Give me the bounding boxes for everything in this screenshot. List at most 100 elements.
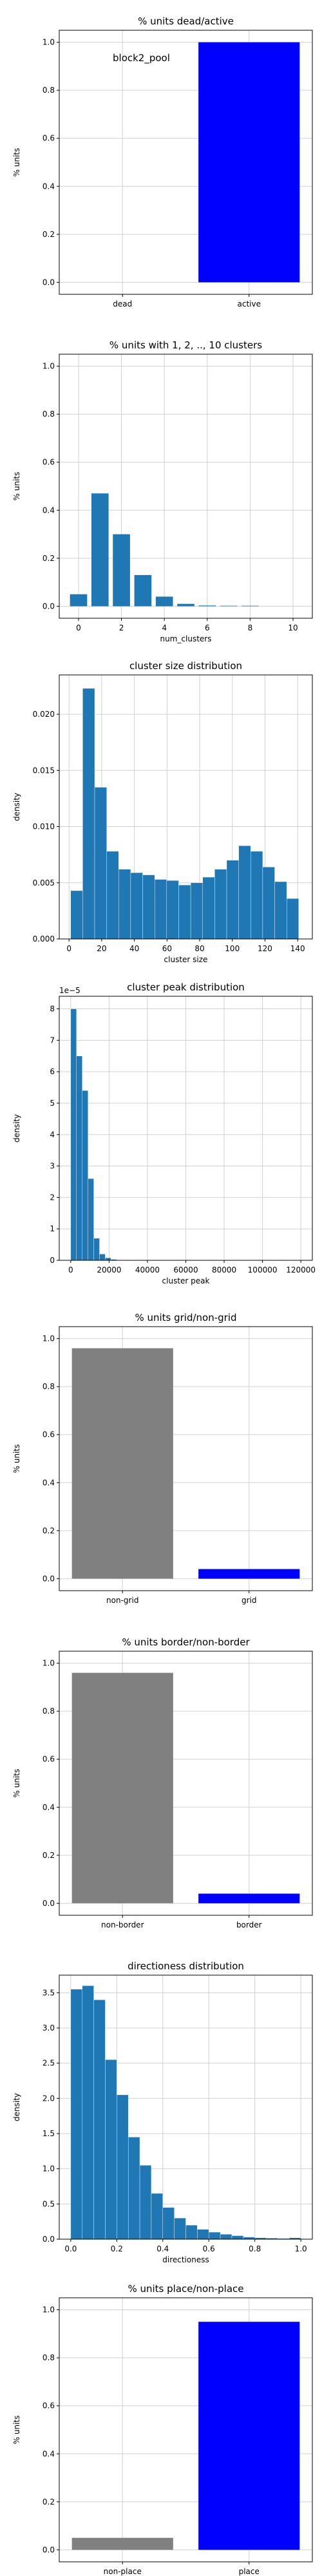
chart-place-nonplace: 0.0 0.2 0.4 0.6 0.8 1.0 non-place place % units … — [12, 2283, 313, 2576]
hist-bin — [70, 890, 83, 940]
chart-title: directioness distribution — [128, 1960, 244, 1972]
x-tick-label: 80000 — [212, 1265, 236, 1274]
bar-6 — [198, 605, 216, 607]
y-tick-label: 0.8 — [43, 1382, 55, 1391]
x-tick-label: 40000 — [135, 1265, 160, 1274]
bar-8 — [242, 605, 259, 607]
x-tick-label: 6 — [205, 623, 210, 632]
axes-frame — [59, 1975, 313, 2240]
x-tick-label: 0.6 — [203, 2244, 215, 2253]
y-tick-label: 0.2 — [43, 554, 55, 563]
y-axis-label: % units — [12, 472, 21, 501]
x-tick-label: 8 — [248, 623, 253, 632]
y-tick-label: 7 — [50, 1036, 55, 1045]
x-tick-label: 120 — [258, 944, 272, 953]
hist-bin — [93, 1238, 100, 1261]
y-tick-label: 1.5 — [43, 2129, 55, 2138]
x-tick-label: 0 — [68, 1265, 73, 1274]
x-tick-label: 1.0 — [295, 2244, 307, 2253]
hist-bin — [174, 2217, 186, 2240]
y-tick-label: 0.2 — [43, 1851, 55, 1860]
x-tick-label: 100 — [225, 944, 240, 953]
y-axis-label: density — [12, 793, 21, 821]
y-tick-label: 0.6 — [43, 1755, 55, 1764]
chart-border-nonborder: 0.0 0.2 0.4 0.6 0.8 1.0 non-border border % unit… — [12, 1636, 313, 1929]
figure-annotation: block2_pool — [113, 52, 170, 64]
bar-4 — [155, 596, 173, 607]
y-tick-label: 0.8 — [43, 86, 55, 95]
axes-frame — [59, 1326, 313, 1591]
y-tick-label: 1 — [50, 1224, 55, 1233]
y-tick-label: 0.020 — [33, 710, 55, 719]
y-tick-label: 0 — [50, 1256, 55, 1265]
hist-bin — [274, 881, 287, 940]
y-tick-label: 0.5 — [43, 2199, 55, 2208]
axes-frame — [59, 674, 313, 940]
x-tick-label: 140 — [290, 944, 305, 953]
y-axis-label: density — [12, 2093, 21, 2121]
y-tick-label: 1.0 — [43, 362, 55, 371]
y-tick-label: 0.2 — [43, 1526, 55, 1535]
y-tick-label: 0.6 — [43, 1430, 55, 1439]
hist-bin — [93, 2000, 106, 2240]
hist-bin — [151, 2193, 163, 2240]
y-tick-label: 3.5 — [43, 1988, 55, 1997]
x-tick-label: 0.2 — [111, 2244, 123, 2253]
hist-bin — [154, 879, 167, 940]
hist-bin — [82, 1985, 94, 2240]
y-tick-label: 0.010 — [33, 822, 55, 831]
y-tick-label: 0.005 — [33, 878, 55, 887]
x-tick-label: dead — [113, 299, 132, 308]
bar-place — [198, 2322, 300, 2550]
hist-bin — [88, 1178, 94, 1261]
hist-bin — [70, 1009, 77, 1261]
y-tick-label: 0.0 — [43, 1574, 55, 1583]
hist-bin — [162, 2207, 175, 2240]
x-axis-label: cluster peak — [162, 1276, 210, 1285]
y-tick-label: 2.5 — [43, 2059, 55, 2068]
chart-title: % units place/non-place — [128, 2283, 243, 2295]
y-tick-label: 4 — [50, 1130, 55, 1139]
chart-title: % units border/non-border — [122, 1636, 250, 1648]
y-tick-label: 0.0 — [43, 601, 55, 611]
y-tick-label: 1.0 — [43, 38, 55, 47]
y-tick-label: 0.4 — [43, 1803, 55, 1812]
x-tick-label: 80 — [194, 944, 204, 953]
x-tick-label: non-place — [104, 2567, 142, 2576]
chart-num-clusters: 0.0 0.2 0.4 0.6 0.8 1.0 0 2 4 6 8 10 % units with 1,… — [12, 339, 313, 643]
y-tick-label: 6 — [50, 1067, 55, 1076]
hist-bin — [117, 2094, 129, 2240]
bar-non-border — [71, 1672, 173, 1904]
y-tick-label: 0.000 — [33, 934, 55, 943]
y-tick-label: 0.4 — [43, 2449, 55, 2458]
x-tick-label: 120000 — [286, 1265, 316, 1274]
y-tick-label: 3 — [50, 1162, 55, 1171]
y-tick-label: 0.4 — [43, 182, 55, 191]
y-tick-label: 0.8 — [43, 1707, 55, 1716]
y-tick-label: 1.0 — [43, 1334, 55, 1343]
hist-bin — [70, 1989, 82, 2240]
axes-frame — [59, 354, 313, 619]
hist-bin — [94, 787, 107, 940]
hist-bin — [286, 898, 299, 940]
y-tick-label: 5 — [50, 1099, 55, 1108]
x-tick-label: border — [236, 1920, 262, 1929]
chart-cluster-peak: 0 1 2 3 4 5 6 7 8 0 20000 40000 60000 80000 100000 1200… — [12, 981, 316, 1285]
y-tick-label: 0.015 — [33, 766, 55, 775]
y-tick-label: 0.6 — [43, 458, 55, 467]
hist-bin — [105, 1257, 111, 1261]
x-tick-label: 0.4 — [156, 2244, 169, 2253]
hist-bin — [214, 869, 227, 940]
hist-bin — [202, 876, 215, 940]
x-tick-label: 60 — [162, 944, 172, 953]
y-axis-label: % units — [12, 1444, 21, 1473]
hist-bin — [142, 875, 155, 940]
y-tick-label: 2.0 — [43, 2094, 55, 2103]
x-axis-label: num_clusters — [160, 634, 212, 643]
y-axis-label: % units — [12, 1769, 21, 1798]
y-tick-label: 0.2 — [43, 2497, 55, 2506]
y-tick-label: 0.0 — [43, 2235, 55, 2244]
x-tick-label: 2 — [119, 623, 124, 632]
